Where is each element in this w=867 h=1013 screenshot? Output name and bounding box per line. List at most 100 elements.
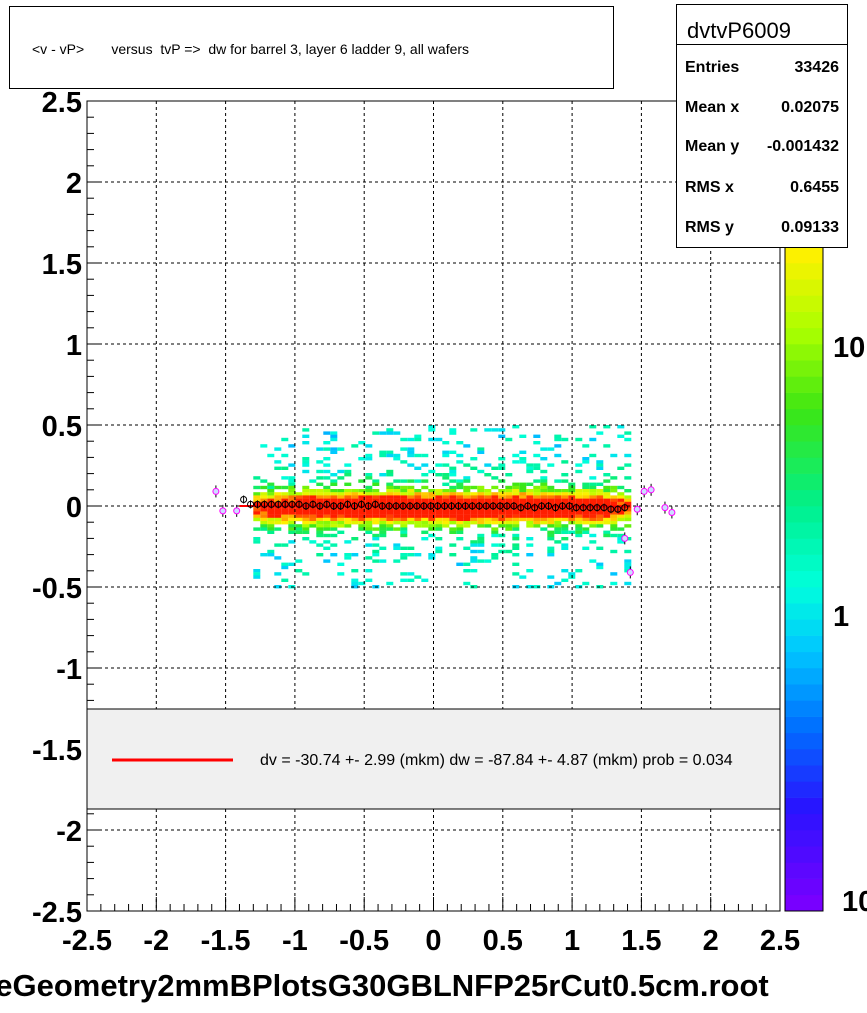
heatmap-cell (365, 521, 373, 525)
heatmap-cell (519, 498, 527, 502)
heatmap-cell (624, 463, 632, 467)
heatmap-cell (267, 482, 275, 486)
colorbar-band (785, 587, 823, 604)
heatmap-cell (295, 508, 303, 512)
heatmap-cell (372, 559, 380, 563)
chart: -2.5 -2 -1.5 -1 -0.5 0 0.5 1 1.5 2 2.5 -2.5 -2 -1.5 -1… (32, 87, 867, 957)
profile-point (586, 504, 594, 512)
heatmap-cell (400, 553, 408, 557)
stat-key: Mean x (685, 99, 740, 116)
heatmap-cell (372, 521, 380, 525)
heatmap-cell (358, 479, 366, 483)
heatmap-cell (393, 546, 401, 550)
heatmap-cell (491, 514, 499, 518)
y-tick-label: 0 (66, 492, 82, 524)
heatmap-cell (512, 533, 520, 538)
heatmap-cell (470, 495, 478, 499)
heatmap-cell (337, 469, 345, 474)
heatmap-cell (435, 511, 443, 515)
profile-point (538, 502, 546, 510)
heatmap-cell (568, 498, 576, 502)
heatmap-cell (302, 498, 310, 502)
heatmap-cell (351, 517, 359, 522)
heatmap-cell (344, 492, 352, 496)
stat-value: -0.001432 (766, 138, 839, 155)
heatmap-cell (610, 511, 618, 515)
heatmap-cell (491, 553, 499, 557)
heatmap-cell (449, 479, 457, 483)
heatmap-cell (540, 517, 548, 522)
heatmap-cell (449, 530, 457, 534)
heatmap-cell (386, 469, 394, 474)
heatmap-cell (575, 489, 583, 493)
heatmap-cell (281, 514, 289, 518)
heatmap-cell (379, 453, 387, 458)
heatmap-cell (309, 479, 317, 483)
heatmap-cell (358, 489, 366, 493)
colorbar-band (785, 684, 823, 701)
heatmap-cell (288, 530, 296, 534)
heatmap-cell (309, 495, 317, 499)
heatmap-cell (400, 460, 408, 464)
heatmap-cell (302, 463, 310, 467)
heatmap-cell (533, 489, 541, 493)
heatmap-cell (365, 543, 373, 547)
heatmap-cell (526, 498, 534, 502)
heatmap-cell (295, 527, 303, 531)
heatmap-cell (337, 530, 345, 534)
heatmap-cell (421, 495, 429, 499)
heatmap-cell (456, 537, 464, 541)
legend-text: dv = -30.74 +- 2.99 (mkm) dw = -87.84 +-… (260, 752, 733, 769)
heatmap-cell (407, 521, 415, 525)
heatmap-cell (267, 508, 275, 512)
heatmap-cell (554, 514, 562, 518)
heatmap-cell (442, 492, 450, 496)
heatmap-cell (603, 511, 611, 515)
heatmap-cell (358, 581, 366, 586)
heatmap-cell (386, 495, 394, 499)
colorbar-band (785, 344, 823, 361)
colorbar-band (785, 732, 823, 750)
profile-point (350, 502, 358, 510)
heatmap-cell (624, 476, 632, 480)
heatmap-cell (533, 501, 541, 506)
heatmap-cell (358, 511, 366, 515)
heatmap-cell (526, 466, 534, 470)
heatmap-cell (386, 431, 394, 435)
heatmap-cell (253, 572, 261, 576)
heatmap-cell (589, 476, 597, 480)
profile-point (579, 504, 587, 512)
heatmap-cell (526, 508, 534, 512)
heatmap-cell (540, 469, 548, 474)
heatmap-cell (274, 543, 282, 547)
heatmap-cell (344, 524, 352, 528)
heatmap-cell (463, 479, 471, 483)
heatmap-cell (568, 530, 576, 534)
heatmap-cell (281, 498, 289, 502)
heatmap-cell (526, 553, 534, 557)
stat-key: RMS y (685, 219, 734, 236)
profile-point (302, 502, 310, 510)
heatmap-cell (267, 498, 275, 502)
heatmap-cell (295, 517, 303, 522)
heatmap-cell (498, 543, 506, 547)
heatmap-cell (596, 466, 604, 470)
heatmap-cell (603, 492, 611, 496)
heatmap-cell (533, 585, 541, 589)
heatmap-cell (456, 521, 464, 525)
heatmap-cell (379, 508, 387, 512)
heatmap-cell (603, 479, 611, 483)
heatmap-cell (274, 485, 282, 490)
heatmap-cell (582, 485, 590, 490)
heatmap-cell (281, 453, 289, 458)
heatmap-cell (491, 508, 499, 512)
heatmap-cell (540, 498, 548, 502)
heatmap-cell (421, 524, 429, 528)
heatmap-cell (561, 514, 569, 518)
profile-point (240, 496, 248, 504)
heatmap-cell (253, 485, 261, 490)
heatmap-cell (540, 508, 548, 512)
heatmap-cell (582, 444, 590, 448)
heatmap-cell (435, 524, 443, 528)
heatmap-cell (603, 498, 611, 502)
